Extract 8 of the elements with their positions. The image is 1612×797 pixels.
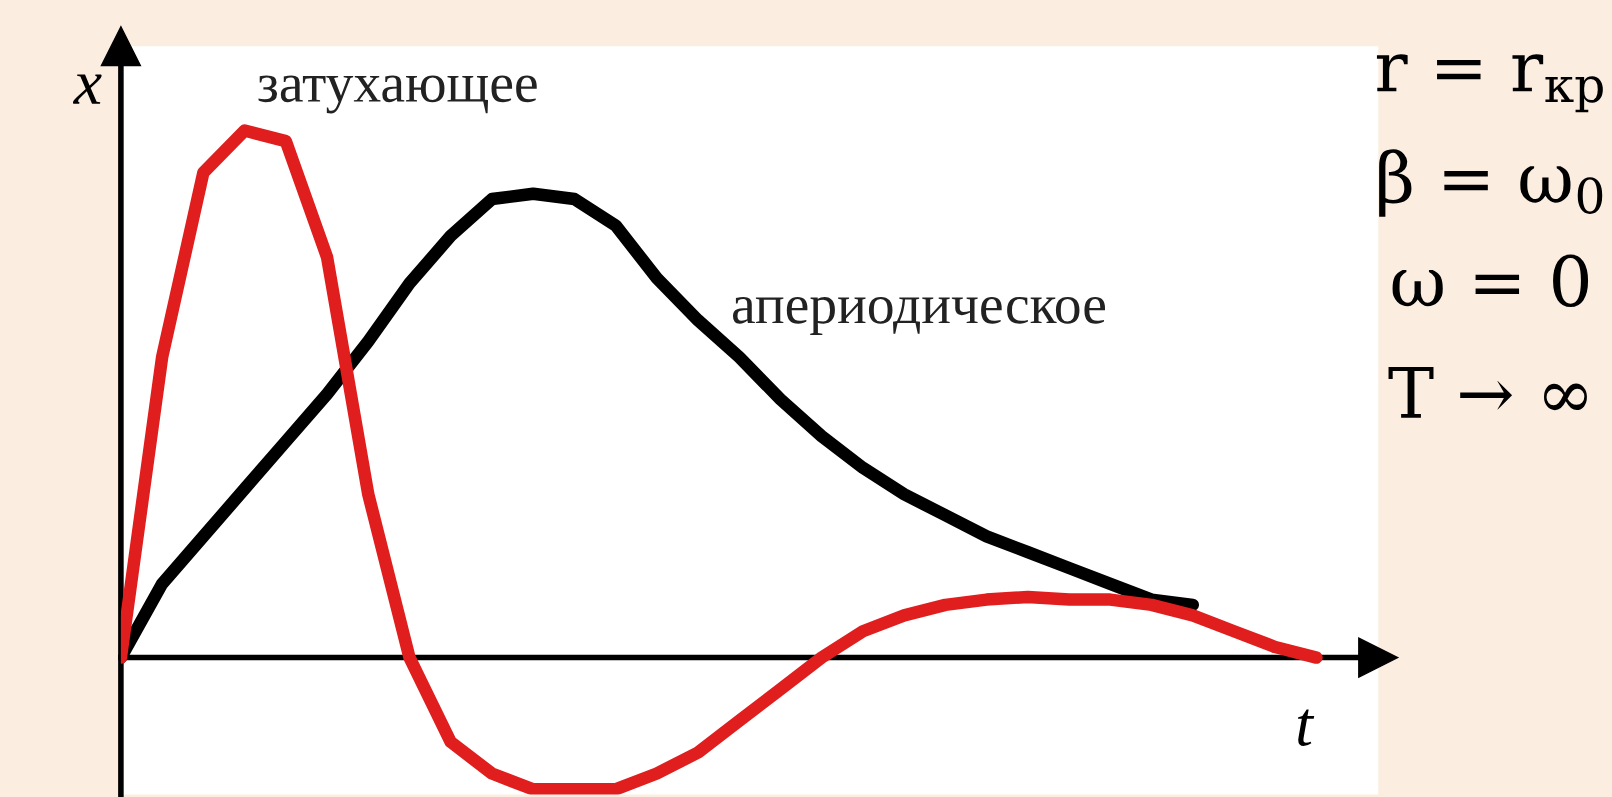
series-label: апериодическое <box>732 296 1105 335</box>
text: T → ∞ <box>1388 367 1587 418</box>
x-axis-title: t <box>1297 709 1315 747</box>
text: r = r$_{кр}$ <box>1376 54 1603 113</box>
text: β = ω$_{0}$ <box>1379 149 1603 217</box>
text: ω = 0 <box>1392 254 1589 308</box>
y-axis-title: x <box>72 74 102 104</box>
series-label: затухающее <box>258 75 537 114</box>
